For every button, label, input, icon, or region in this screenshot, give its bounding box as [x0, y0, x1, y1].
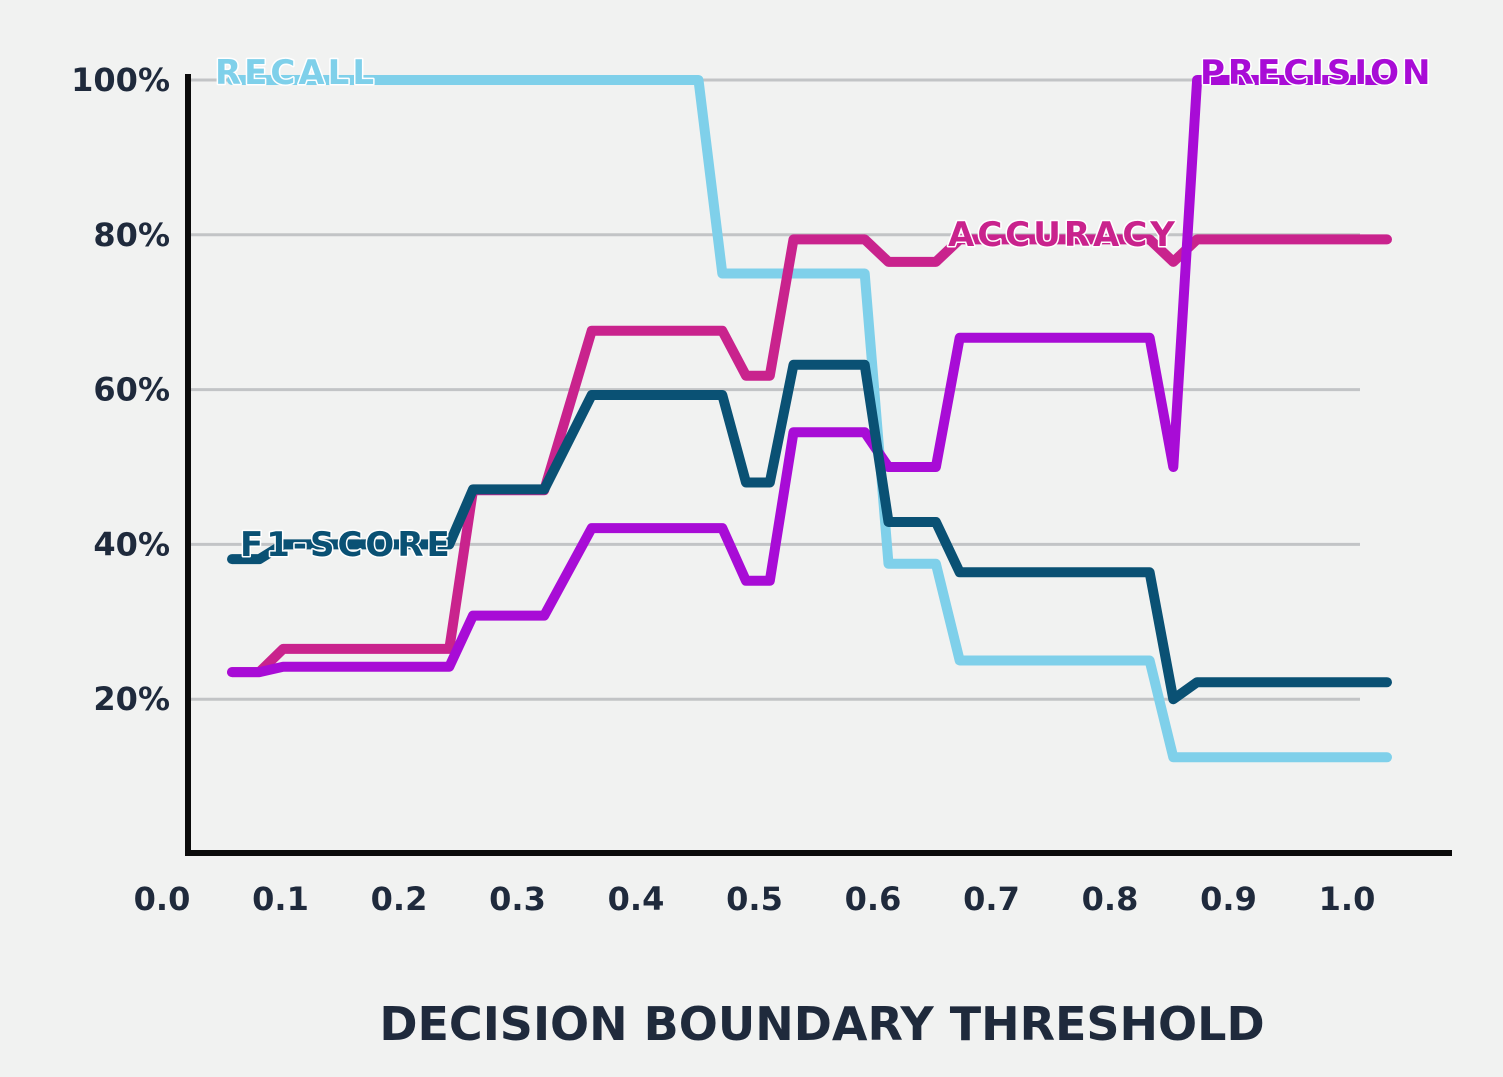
series-label-accuracy: ACCURACY: [948, 215, 1178, 255]
x-tick-label: 0.5: [726, 880, 783, 918]
x-tick-label: 0.4: [608, 880, 665, 918]
x-tick-label: 0.8: [1082, 880, 1139, 918]
series-lines: [227, 75, 1392, 763]
series-line-f1-score: [227, 359, 1392, 705]
x-tick-label: 0.1: [252, 880, 309, 918]
x-tick-label: 0.2: [371, 880, 428, 918]
series-labels: RECALL PRECISION ACCURACY F1-SCORE: [214, 52, 1433, 567]
axes: [185, 74, 1452, 856]
series-label-recall: RECALL: [215, 53, 377, 93]
x-tick-label: 0.6: [845, 880, 902, 918]
gridlines: [188, 78, 1360, 701]
y-tick-label: 40%: [93, 525, 170, 563]
series-line-accuracy: [227, 234, 1392, 678]
tick-labels: 20% 40% 60% 80% 100% 0.0 0.1 0.2 0.3 0.4 0.5 0.6 0.7…: [71, 61, 1375, 918]
x-axis-title: DECISION BOUNDARY THRESHOLD: [379, 997, 1264, 1051]
y-tick-label: 80%: [93, 216, 170, 254]
x-tick-label: 1.0: [1319, 880, 1376, 918]
series-line-recall: [227, 75, 1392, 763]
x-tick-label: 0.7: [963, 880, 1020, 918]
y-tick-label: 20%: [93, 680, 170, 718]
y-tick-label: 100%: [71, 61, 170, 99]
x-tick-label: 0.9: [1200, 880, 1257, 918]
x-tick-label: 0.3: [489, 880, 546, 918]
series-label-precision: PRECISION: [1200, 53, 1433, 93]
series-line-precision: [227, 75, 1392, 678]
series-label-f1-score: F1-SCORE: [240, 525, 453, 565]
y-tick-label: 60%: [93, 371, 170, 409]
x-tick-label: 0.0: [134, 880, 191, 918]
